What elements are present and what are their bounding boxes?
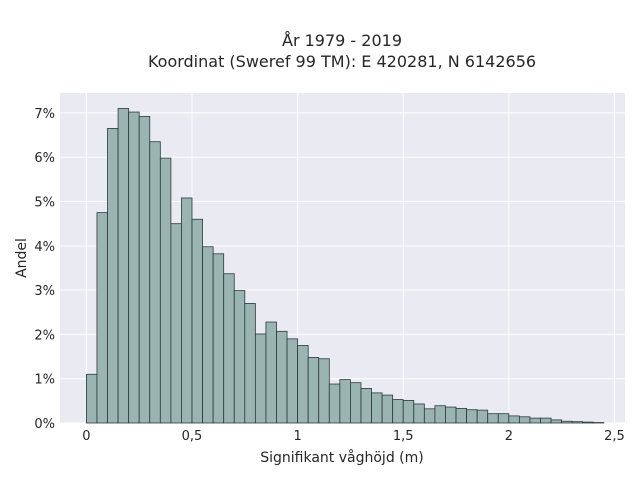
histogram-bar xyxy=(97,213,108,423)
histogram-bar xyxy=(319,359,330,423)
histogram-bar xyxy=(393,400,404,423)
chart-title-line1: År 1979 - 2019 xyxy=(282,31,402,50)
histogram-bar xyxy=(509,416,520,423)
histogram-bar xyxy=(403,400,414,423)
y-tick-label: 1% xyxy=(34,373,55,388)
histogram-bar xyxy=(245,303,256,423)
histogram-bar xyxy=(445,407,456,423)
histogram-bar xyxy=(150,142,161,423)
y-tick-label: 3% xyxy=(34,284,55,299)
histogram-bar xyxy=(488,414,499,423)
histogram-bar xyxy=(171,224,182,423)
histogram-bar xyxy=(372,393,383,423)
histogram-bar xyxy=(266,322,277,423)
histogram-bar xyxy=(498,414,509,423)
y-tick-label: 5% xyxy=(34,196,55,211)
histogram-bar xyxy=(86,374,97,423)
x-tick-label: 2 xyxy=(505,429,513,444)
histogram-bar xyxy=(203,247,214,423)
x-tick-label: 1,5 xyxy=(393,429,414,444)
histogram-bar xyxy=(192,219,203,423)
histogram-bar xyxy=(361,388,372,423)
y-tick-label: 6% xyxy=(34,151,55,166)
histogram-bar xyxy=(329,384,340,423)
histogram-bar xyxy=(435,406,446,423)
histogram-bar xyxy=(424,409,435,423)
histogram-bar xyxy=(583,422,594,423)
histogram-bar xyxy=(129,112,140,423)
histogram-bar xyxy=(287,339,298,423)
x-tick-label: 0,5 xyxy=(182,429,203,444)
x-axis-label: Signifikant våghöjd (m) xyxy=(260,449,423,466)
histogram-bar xyxy=(108,128,119,423)
histogram-bar xyxy=(160,158,171,423)
y-tick-label: 0% xyxy=(34,417,55,432)
histogram-bar xyxy=(234,291,245,423)
histogram-bar xyxy=(530,418,541,423)
histogram-bar xyxy=(414,404,425,423)
x-tick-label: 0 xyxy=(82,429,90,444)
y-axis-label: Andel xyxy=(14,238,30,278)
histogram-bar xyxy=(139,116,150,423)
y-tick-label: 7% xyxy=(34,107,55,122)
histogram-bar xyxy=(551,420,562,423)
y-tick-label: 4% xyxy=(34,240,55,255)
chart-title-line2: Koordinat (Sweref 99 TM): E 420281, N 61… xyxy=(148,52,536,71)
histogram-bar xyxy=(213,254,224,423)
histogram-bar xyxy=(477,410,488,423)
histogram-bar xyxy=(572,422,583,423)
histogram-bar xyxy=(181,198,192,423)
histogram-bar xyxy=(118,109,129,423)
x-tick-label: 2,5 xyxy=(604,429,625,444)
y-tick-label: 2% xyxy=(34,328,55,343)
histogram-bar xyxy=(255,334,266,423)
histogram-bar xyxy=(276,331,287,423)
histogram-bar xyxy=(467,410,478,423)
histogram-bar xyxy=(519,417,530,423)
histogram-bar xyxy=(382,395,393,423)
histogram-bar xyxy=(350,383,361,423)
histogram-bar xyxy=(308,357,319,423)
histogram-bar xyxy=(224,274,235,423)
histogram-bar xyxy=(562,421,573,423)
histogram-bar xyxy=(298,345,309,423)
histogram-bar xyxy=(340,380,351,423)
histogram-bar xyxy=(541,418,552,423)
histogram-bar xyxy=(456,408,467,423)
x-tick-label: 1 xyxy=(293,429,301,444)
